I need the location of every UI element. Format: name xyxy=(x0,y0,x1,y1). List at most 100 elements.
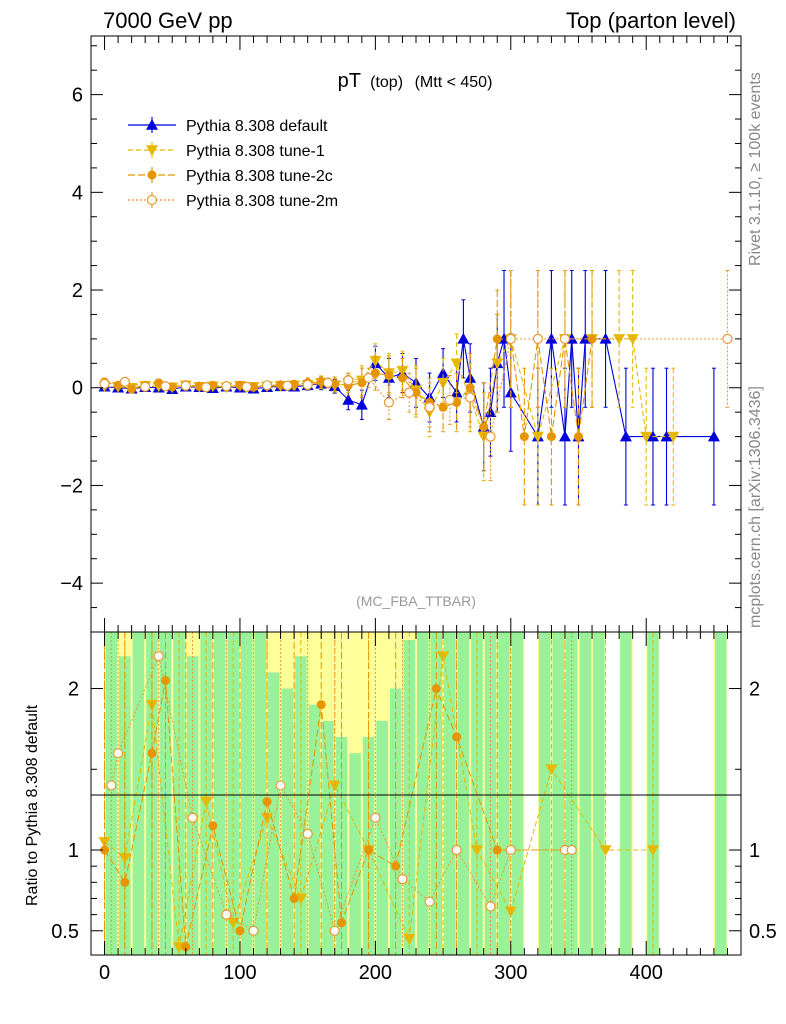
ratio-point xyxy=(147,748,157,758)
ratio-point xyxy=(370,812,381,823)
x-tick-label: 200 xyxy=(359,962,392,984)
legend-marker xyxy=(146,119,158,130)
data-point xyxy=(370,368,380,378)
ratio-band-green xyxy=(593,632,605,955)
legend-label: Pythia 8.308 default xyxy=(186,118,328,135)
data-point xyxy=(282,380,293,391)
ratio-point xyxy=(106,780,117,791)
ratio-point xyxy=(599,845,612,857)
data-point xyxy=(619,430,632,442)
ratio-point xyxy=(437,651,450,663)
y-tick-label: 2 xyxy=(72,280,83,302)
data-point xyxy=(140,381,151,392)
ratio-point xyxy=(566,844,577,856)
data-point xyxy=(485,431,496,442)
ratio-point xyxy=(181,942,191,952)
ratio-point xyxy=(431,684,441,694)
data-point xyxy=(559,333,571,344)
data-point xyxy=(437,367,450,378)
ratio-point xyxy=(504,906,517,918)
y-tick-label: −4 xyxy=(60,573,83,595)
ratio-band-green xyxy=(132,632,145,955)
ratio-band-green xyxy=(389,688,402,955)
data-point xyxy=(383,397,395,408)
data-point xyxy=(404,387,415,398)
ratio-band-green xyxy=(552,632,564,955)
ratio-point xyxy=(391,861,401,871)
data-point xyxy=(241,381,252,392)
data-point xyxy=(707,430,720,442)
ratio-line xyxy=(104,656,653,948)
mcplots-label: mcplots.cern.ch [arXiv:1306.3436] xyxy=(747,386,764,628)
data-point xyxy=(531,431,544,443)
y-tick-label: 0 xyxy=(72,378,83,400)
data-point xyxy=(465,383,475,393)
ratio-band-green xyxy=(213,632,226,955)
watermark: (MC_FBA_TTBAR) xyxy=(356,593,476,609)
data-point xyxy=(221,381,232,392)
data-point xyxy=(322,377,334,388)
ratio-point xyxy=(316,700,326,710)
data-point xyxy=(558,430,571,442)
data-point xyxy=(201,382,212,393)
chart-title: pT (top) (Mtt < 450) xyxy=(338,70,493,92)
ratio-band-green xyxy=(281,688,294,955)
data-point xyxy=(438,402,448,412)
ratio-point xyxy=(289,893,299,903)
ratio-band-green xyxy=(295,656,307,955)
y-tick-label: 6 xyxy=(72,85,83,107)
ratio-point xyxy=(200,796,213,808)
data-point xyxy=(660,430,673,442)
ratio-ylabel: Ratio to Pythia 8.308 default xyxy=(24,704,41,906)
ratio-point xyxy=(397,873,408,885)
ratio-point xyxy=(100,845,110,855)
data-point xyxy=(457,332,470,344)
data-point xyxy=(342,393,355,405)
legend-label: Pythia 8.308 tune-1 xyxy=(186,143,325,160)
data-point xyxy=(127,384,137,394)
data-point xyxy=(626,334,639,345)
ratio-series-tune2m xyxy=(106,632,577,955)
ratio-y-tick-label-left: 2 xyxy=(68,679,79,701)
data-point xyxy=(532,333,543,344)
ratio-band-green xyxy=(444,632,456,955)
ratio-band-green xyxy=(620,632,632,955)
legend: Pythia 8.308 default Pythia 8.308 tune-1 P… xyxy=(128,117,338,210)
data-point xyxy=(640,431,653,443)
header-left: 7000 GeV pp xyxy=(103,8,233,33)
data-point xyxy=(450,358,463,370)
legend-label: Pythia 8.308 tune-2m xyxy=(186,193,338,210)
ratio-point xyxy=(221,909,232,920)
data-point xyxy=(160,381,171,392)
ratio-band-green xyxy=(511,632,524,955)
y-tick-label: 4 xyxy=(72,182,83,204)
data-point xyxy=(587,334,597,344)
ratio-point xyxy=(470,845,483,857)
ratio-point xyxy=(160,675,170,685)
ratio-band-green xyxy=(349,753,361,955)
data-point xyxy=(667,431,680,443)
ratio-point xyxy=(403,934,416,945)
data-point xyxy=(574,432,583,442)
ratio-point xyxy=(329,925,340,936)
ratio-band-green xyxy=(714,632,727,955)
ratio-point xyxy=(545,764,558,776)
ratio-band-green xyxy=(268,672,280,955)
ratio-point xyxy=(364,845,374,855)
ratio-point xyxy=(275,780,286,791)
ratio-point xyxy=(328,780,341,792)
chart-title-sub1: (top) xyxy=(370,74,403,91)
data-point xyxy=(424,402,435,413)
ratio-band-green xyxy=(254,632,267,955)
ratio-point xyxy=(112,748,124,759)
chart-title-main: pT xyxy=(338,70,361,92)
ratio-y-tick-label-right: 1 xyxy=(749,840,760,862)
y-tick-label: −2 xyxy=(60,475,83,497)
series-3 xyxy=(99,269,733,482)
x-tick-label: 300 xyxy=(494,962,527,984)
ratio-point xyxy=(505,844,516,856)
ratio-point xyxy=(646,845,659,857)
ratio-point xyxy=(120,877,130,887)
legend-label: Pythia 8.308 tune-2c xyxy=(186,168,333,185)
